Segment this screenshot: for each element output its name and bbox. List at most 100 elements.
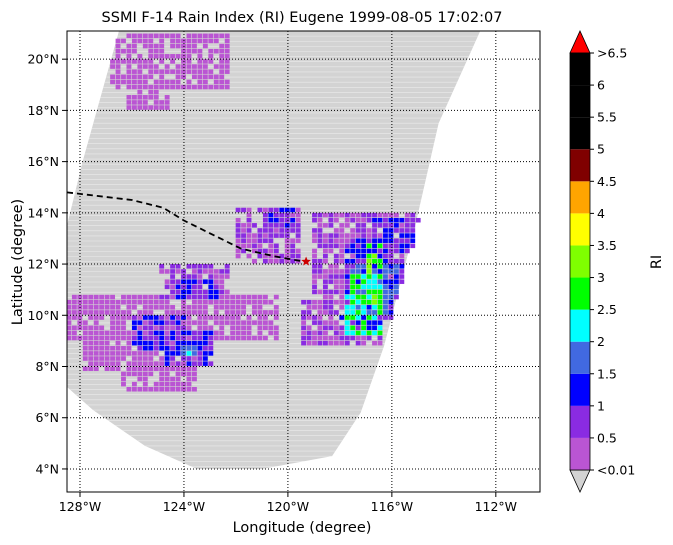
rain-cell — [257, 299, 263, 305]
rain-cell — [344, 305, 350, 310]
rain-cell — [126, 43, 132, 49]
rain-cell — [344, 233, 350, 238]
rain-cell — [372, 233, 377, 238]
rain-cell — [164, 315, 170, 320]
colorbar-tick-label: >6.5 — [597, 46, 627, 61]
rain-cell — [235, 233, 241, 238]
rain-cell — [181, 335, 186, 341]
rain-cell — [213, 284, 219, 290]
colorbar-tick-label: 4 — [597, 206, 605, 221]
rain-cell — [121, 335, 126, 341]
rain-cell — [268, 207, 274, 213]
rain-cell — [104, 299, 110, 305]
rain-cell — [322, 284, 328, 290]
rain-cell — [93, 346, 99, 351]
rain-cell — [208, 84, 214, 90]
rain-cell — [202, 33, 208, 39]
rain-cell — [164, 371, 170, 377]
rain-cell — [159, 320, 165, 325]
rain-cell — [284, 248, 290, 254]
rain-cell — [115, 361, 121, 366]
rain-cell — [284, 243, 290, 249]
rain-cell — [377, 212, 383, 218]
rain-cell — [153, 48, 159, 54]
rain-cell — [126, 74, 132, 80]
rain-cell — [137, 356, 143, 361]
rain-cell — [110, 361, 115, 366]
rain-cell — [339, 284, 345, 290]
rain-cell — [252, 233, 257, 238]
rain-cell — [322, 294, 328, 300]
rain-cell — [257, 330, 263, 336]
rain-cell — [350, 289, 356, 295]
rain-cell — [197, 346, 203, 351]
rain-cell — [153, 43, 159, 49]
rain-cell — [388, 212, 394, 218]
rain-cell — [175, 43, 181, 49]
rain-cell — [377, 248, 383, 254]
rain-cell — [372, 258, 377, 264]
rain-cell — [153, 84, 159, 90]
rain-cell — [202, 315, 208, 320]
rain-cell — [219, 69, 225, 74]
rain-cell — [153, 386, 159, 392]
rain-cell — [273, 223, 279, 228]
rain-cell — [153, 95, 159, 100]
rain-cell — [246, 217, 252, 223]
rain-cell — [175, 371, 181, 377]
rain-cell — [262, 212, 268, 218]
rain-cell — [355, 253, 361, 259]
rain-cell — [383, 269, 388, 274]
rain-cell — [202, 294, 208, 300]
rain-cell — [126, 69, 132, 74]
rain-cell — [273, 248, 279, 254]
rain-cell — [366, 315, 372, 320]
rain-cell — [262, 217, 268, 223]
x-tick-label: 120°W — [267, 499, 309, 514]
rain-cell — [235, 223, 241, 228]
rain-cell — [115, 79, 121, 85]
rain-cell — [153, 69, 159, 74]
rain-cell — [317, 325, 323, 331]
rain-cell — [262, 233, 268, 238]
rain-cell — [99, 361, 105, 366]
rain-cell — [71, 294, 77, 300]
rain-cell — [317, 238, 323, 243]
rain-cell — [186, 366, 192, 372]
rain-cell — [262, 207, 268, 213]
rain-cell — [344, 217, 350, 223]
rain-cell — [164, 356, 170, 361]
rain-cell — [328, 223, 334, 228]
rain-cell — [159, 325, 165, 331]
rain-cell — [301, 325, 307, 331]
rain-cell — [377, 340, 383, 346]
rain-cell — [268, 310, 274, 315]
rain-cell — [192, 84, 197, 90]
rain-cell — [137, 351, 143, 356]
rain-cell — [110, 320, 115, 325]
rain-cell — [99, 315, 105, 320]
rain-cell — [71, 310, 77, 315]
rain-cell — [126, 330, 132, 336]
rain-cell — [333, 228, 339, 233]
rain-cell — [361, 253, 367, 259]
rain-cell — [202, 279, 208, 284]
rain-cell — [355, 233, 361, 238]
rain-cell — [159, 330, 165, 336]
rain-cell — [213, 79, 219, 85]
rain-cell — [164, 335, 170, 341]
rain-cell — [148, 105, 154, 110]
rain-cells — [67, 33, 421, 392]
rain-cell — [246, 320, 252, 325]
rain-cell — [377, 335, 383, 341]
rain-cell — [377, 264, 383, 269]
rain-cell — [99, 340, 105, 346]
rain-cell — [99, 294, 105, 300]
rain-cell — [262, 253, 268, 259]
rain-cell — [322, 335, 328, 341]
rain-cell — [159, 269, 165, 274]
rain-cell — [224, 299, 230, 305]
rain-cell — [192, 366, 197, 372]
rain-cell — [366, 233, 372, 238]
rain-cell — [344, 330, 350, 336]
